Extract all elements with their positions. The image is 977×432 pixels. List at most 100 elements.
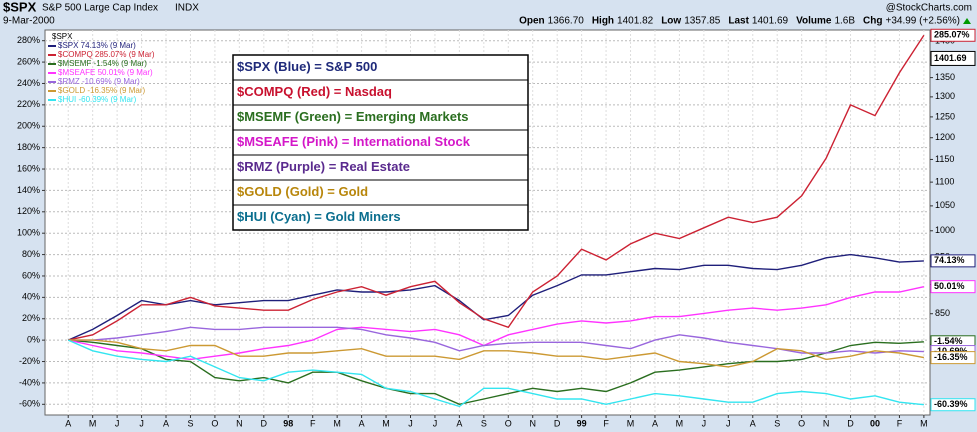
x-tick-label: M xyxy=(676,418,684,428)
legend-entry: $MSEAFE 50.01% (9 Mar) xyxy=(58,68,153,77)
quote-value: 1.6B xyxy=(834,16,855,27)
y-tick-label: 280% xyxy=(17,35,40,45)
quote-value: 1401.82 xyxy=(617,16,654,27)
quote-value: 1366.70 xyxy=(548,16,585,27)
y-tick-label: 220% xyxy=(17,99,40,109)
x-tick-label: A xyxy=(65,418,71,428)
quote-label: Chg xyxy=(863,16,882,27)
end-label: -1.54% xyxy=(934,336,963,346)
end-label-box xyxy=(930,351,976,365)
y-tick-label: 80% xyxy=(22,249,40,259)
symbol: $SPX xyxy=(3,0,37,14)
y2-tick-label: 1000 xyxy=(935,225,955,235)
y-tick-label: 240% xyxy=(17,78,40,88)
series-line xyxy=(68,34,925,341)
x-tick-label: O xyxy=(798,418,805,428)
y-tick-label: 160% xyxy=(17,163,40,173)
end-label: -60.39% xyxy=(934,399,968,409)
last-price: 1401.69 xyxy=(934,53,967,63)
quote-value: +34.99 (+2.56%) xyxy=(886,16,961,27)
exchange: INDX xyxy=(175,3,199,14)
x-tick-label: S xyxy=(774,418,780,428)
legend-entry: $COMPQ 285.07% (9 Mar) xyxy=(58,50,155,59)
series-line xyxy=(68,339,925,368)
x-tick-label: J xyxy=(115,418,120,428)
x-tick-label: D xyxy=(554,418,561,428)
x-tick-label: S xyxy=(481,418,487,428)
y-tick-label: 180% xyxy=(17,142,40,152)
x-tick-label: M xyxy=(382,418,390,428)
x-tick-label: F xyxy=(310,418,316,428)
quote-value: 1401.69 xyxy=(752,16,789,27)
note-text: $HUI (Cyan) = Gold Miners xyxy=(237,209,401,224)
y-tick-label: 60% xyxy=(22,270,40,280)
source: @StockCharts.com xyxy=(886,3,972,14)
note-text: $RMZ (Purple) = Real Estate xyxy=(237,159,410,174)
date: 9-Mar-2000 xyxy=(3,16,55,27)
note-text: $COMPQ (Red) = Nasdaq xyxy=(237,84,392,99)
note-text: $MSEMF (Green) = Emerging Markets xyxy=(237,109,469,124)
x-tick-label: A xyxy=(359,418,365,428)
legend-entry: $MSEMF -1.54% (9 Mar) xyxy=(58,59,147,68)
x-tick-label: J xyxy=(726,418,731,428)
x-tick-label: M xyxy=(89,418,97,428)
y2-tick-label: 1300 xyxy=(935,91,955,101)
x-tick-label: 98 xyxy=(283,418,293,428)
x-tick-label: M xyxy=(920,418,928,428)
x-tick-label: O xyxy=(505,418,512,428)
quote-label: Low xyxy=(661,16,681,27)
note-text: $SPX (Blue) = S&P 500 xyxy=(237,59,377,74)
x-tick-label: S xyxy=(187,418,193,428)
x-tick-label: F xyxy=(603,418,609,428)
y2-tick-label: 850 xyxy=(935,308,950,318)
end-label-box xyxy=(930,28,976,42)
end-label: -10.69% xyxy=(934,346,968,356)
y-tick-label: -40% xyxy=(19,377,40,387)
end-label-box xyxy=(930,280,976,294)
legend-title: $SPX xyxy=(52,32,73,41)
change-arrow xyxy=(963,18,971,24)
legend-entry: $SPX 74.13% (9 Mar) xyxy=(58,41,136,50)
x-tick-label: A xyxy=(750,418,756,428)
x-tick-label: M xyxy=(627,418,635,428)
series-line xyxy=(68,286,925,361)
x-tick-label: M xyxy=(333,418,341,428)
x-tick-label: N xyxy=(529,418,536,428)
end-label: 50.01% xyxy=(934,281,965,291)
quote-value: 1357.85 xyxy=(684,16,721,27)
last-price-box xyxy=(930,50,976,66)
x-tick-label: 99 xyxy=(577,418,587,428)
index-name: S&P 500 Large Cap Index xyxy=(42,3,158,14)
y-tick-label: -20% xyxy=(19,356,40,366)
series-line xyxy=(67,339,924,408)
y2-tick-label: 1350 xyxy=(935,72,955,82)
quote-label: Last xyxy=(728,16,749,27)
x-tick-label: J xyxy=(139,418,144,428)
note-text: $GOLD (Gold) = Gold xyxy=(237,184,368,199)
y-tick-label: 100% xyxy=(17,228,40,238)
quote-label: Volume xyxy=(796,16,832,27)
y-tick-label: 260% xyxy=(17,56,40,66)
x-tick-label: N xyxy=(236,418,243,428)
note-text: $MSEAFE (Pink) = International Stock xyxy=(237,134,471,149)
y-tick-label: 140% xyxy=(17,185,40,195)
y-tick-label: 120% xyxy=(17,206,40,216)
x-tick-label: 00 xyxy=(870,418,880,428)
y2-tick-label: 1200 xyxy=(935,132,955,142)
y-tick-label: 0% xyxy=(27,335,40,345)
end-label: 285.07% xyxy=(934,30,970,40)
y2-tick-label: 1050 xyxy=(935,200,955,210)
y-tick-label: 20% xyxy=(22,313,40,323)
end-label: 74.13% xyxy=(934,255,965,265)
notes-box xyxy=(232,54,529,231)
x-tick-label: F xyxy=(897,418,903,428)
legend-entry: $RMZ -10.69% (9 Mar) xyxy=(58,77,140,86)
y-tick-label: 200% xyxy=(17,121,40,131)
y2-tick-label: 1100 xyxy=(935,177,954,187)
x-tick-label: A xyxy=(456,418,462,428)
end-label: -16.35% xyxy=(934,352,968,362)
quote-label: Open xyxy=(519,16,545,27)
end-label-box xyxy=(930,398,976,412)
y2-tick-label: 1250 xyxy=(935,111,955,121)
